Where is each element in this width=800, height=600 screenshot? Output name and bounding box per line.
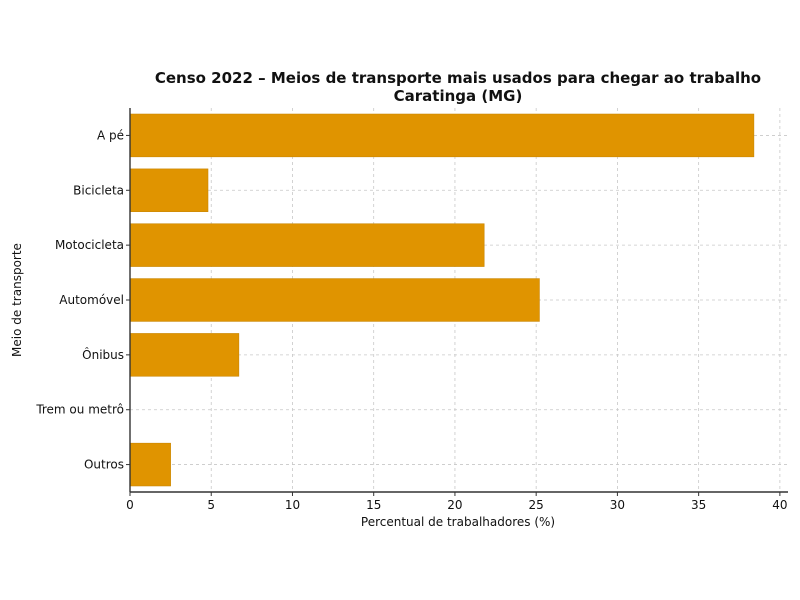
x-tick-label-4: 20 xyxy=(447,498,462,512)
chart-title-line-1: Censo 2022 – Meios de transporte mais us… xyxy=(155,69,761,87)
x-tick-label-2: 10 xyxy=(285,498,300,512)
x-tick-label-0: 0 xyxy=(126,498,134,512)
chart-title-line-2: Caratinga (MG) xyxy=(394,87,523,105)
x-tick-labels: 0 5 10 15 20 25 30 35 40 xyxy=(126,492,788,512)
y-tick-label-5: Trem ou metrô xyxy=(35,403,124,417)
y-tick-label-1: Bicicleta xyxy=(73,183,124,197)
bar-0 xyxy=(129,113,755,158)
y-tick-label-4: Ônibus xyxy=(82,347,124,362)
y-tick-label-3: Automóvel xyxy=(59,293,124,307)
x-tick-label-1: 5 xyxy=(207,498,215,512)
y-tick-labels: A pé Bicicleta Motocicleta Automóvel Ônibus T… xyxy=(35,128,130,472)
x-tick-label-3: 15 xyxy=(366,498,381,512)
bars xyxy=(129,113,755,487)
y-tick-label-0: A pé xyxy=(97,128,124,142)
x-axis-label: Percentual de trabalhadores (%) xyxy=(361,515,555,529)
y-tick-label-6: Outros xyxy=(84,458,124,472)
bar-2 xyxy=(129,223,485,267)
bar-6 xyxy=(129,442,171,487)
y-tick-label-2: Motocicleta xyxy=(55,238,124,252)
bar-4 xyxy=(129,333,240,377)
x-tick-label-7: 35 xyxy=(691,498,706,512)
bar-3 xyxy=(129,278,540,322)
x-tick-label-8: 40 xyxy=(772,498,787,512)
bar-1 xyxy=(129,168,209,212)
x-tick-label-6: 30 xyxy=(610,498,625,512)
x-tick-label-5: 25 xyxy=(529,498,544,512)
y-axis-label: Meio de transporte xyxy=(10,243,24,357)
